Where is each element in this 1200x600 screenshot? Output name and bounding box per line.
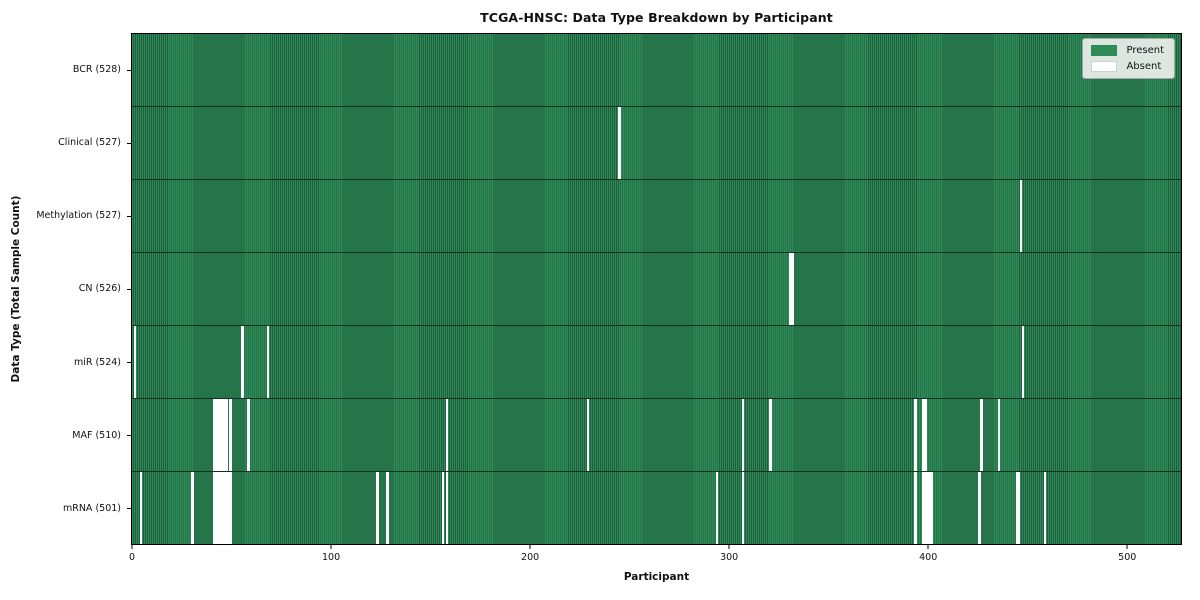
absent-stripe xyxy=(213,472,216,544)
absent-stripe xyxy=(769,399,773,471)
absent-stripe xyxy=(223,472,226,544)
x-tick-mark xyxy=(330,545,332,549)
absent-stripe xyxy=(914,472,918,544)
absent-stripe xyxy=(586,399,590,471)
absent-stripe xyxy=(1019,180,1023,252)
legend-item-absent: Absent xyxy=(1091,61,1164,72)
absent-stripe xyxy=(914,399,918,471)
x-tick-mark xyxy=(131,545,133,549)
x-tick-label: 100 xyxy=(321,552,341,563)
absent-stripe xyxy=(715,472,719,544)
absent-stripe xyxy=(1021,326,1025,398)
y-tick-labels: BCR (528) Clinical (527) Methylation (527)… xyxy=(0,33,131,545)
x-tick-mark xyxy=(728,545,730,549)
absent-stripe xyxy=(221,399,224,471)
absent-stripe xyxy=(240,326,244,398)
x-tick-label: 300 xyxy=(720,552,739,563)
x-tick-label: 400 xyxy=(919,552,938,563)
absent-stripe xyxy=(741,472,745,544)
x-tick-mark xyxy=(529,545,531,549)
absent-stripe xyxy=(191,472,194,544)
heatmap-row-maf xyxy=(132,399,1181,472)
absent-stripe xyxy=(930,472,933,544)
absent-stripe xyxy=(1043,472,1047,544)
absent-stripe xyxy=(217,472,220,544)
absent-stripe xyxy=(229,472,232,544)
absent-stripe xyxy=(1017,472,1021,544)
absent-stripe xyxy=(376,472,379,544)
y-tick-label-clinical: Clinical (527) xyxy=(0,106,131,179)
x-tick-label: 200 xyxy=(521,552,540,563)
absent-stripe xyxy=(219,399,222,471)
legend: Present Absent xyxy=(1082,38,1175,79)
absent-stripe xyxy=(133,326,137,398)
x-axis-title: Participant xyxy=(623,571,690,583)
absent-stripe xyxy=(221,472,224,544)
absent-stripe xyxy=(225,399,228,471)
absent-stripe xyxy=(213,399,216,471)
y-tick-label-mir: miR (524) xyxy=(0,326,131,399)
x-tick-label: 0 xyxy=(128,552,136,563)
absent-stripe xyxy=(225,472,228,544)
y-tick-label-methylation: Methylation (527) xyxy=(0,179,131,252)
legend-label-absent: Absent xyxy=(1126,61,1162,72)
y-tick-label-maf: MAF (510) xyxy=(0,399,131,472)
absent-stripe xyxy=(445,472,449,544)
heatmap-row-methylation xyxy=(132,180,1181,253)
heatmap-row-clinical xyxy=(132,107,1181,180)
absent-stripe xyxy=(922,472,925,544)
absent-stripe xyxy=(978,472,981,544)
chart-title: TCGA-HNSC: Data Type Breakdown by Partic… xyxy=(480,10,833,25)
absent-stripe xyxy=(139,472,143,544)
absent-stripe xyxy=(223,399,226,471)
absent-stripe xyxy=(926,472,929,544)
absent-stripe xyxy=(266,326,270,398)
absent-stripe xyxy=(215,399,218,471)
heatmap-row-bcr xyxy=(132,34,1181,107)
absent-stripe xyxy=(215,472,218,544)
heatmap-plot xyxy=(131,33,1182,545)
legend-swatch-present xyxy=(1091,45,1118,56)
x-tick-label: 500 xyxy=(1118,552,1137,563)
absent-stripe xyxy=(229,399,232,471)
absent-stripe xyxy=(386,472,389,544)
y-tick-label-cn: CN (526) xyxy=(0,252,131,325)
heatmap-row-cn xyxy=(132,253,1181,326)
absent-stripe xyxy=(997,399,1001,471)
absent-stripe xyxy=(789,253,792,325)
absent-stripe xyxy=(924,399,927,471)
absent-stripe xyxy=(219,472,222,544)
absent-stripe xyxy=(246,399,250,471)
x-tick-mark xyxy=(927,545,929,549)
y-tick-label-bcr: BCR (528) xyxy=(0,33,131,106)
x-tick-mark xyxy=(1126,545,1128,549)
absent-stripe xyxy=(441,472,445,544)
legend-label-present: Present xyxy=(1126,45,1164,56)
absent-stripe xyxy=(922,399,925,471)
heatmap-row-mrna xyxy=(132,472,1181,544)
absent-stripe xyxy=(791,253,794,325)
absent-stripe xyxy=(928,472,931,544)
absent-stripe xyxy=(980,399,983,471)
absent-stripe xyxy=(741,399,745,471)
absent-stripe xyxy=(445,399,449,471)
absent-stripe xyxy=(924,472,927,544)
y-tick-label-mrna: mRNA (501) xyxy=(0,472,131,545)
heatmap-row-mir xyxy=(132,326,1181,399)
absent-stripe xyxy=(227,472,230,544)
absent-stripe xyxy=(618,107,622,179)
absent-stripe xyxy=(1015,472,1019,544)
legend-item-present: Present xyxy=(1091,45,1164,56)
legend-swatch-absent xyxy=(1091,61,1118,72)
x-axis-ticks: 0 100 200 300 400 500 xyxy=(128,545,1182,567)
absent-stripe xyxy=(217,399,220,471)
